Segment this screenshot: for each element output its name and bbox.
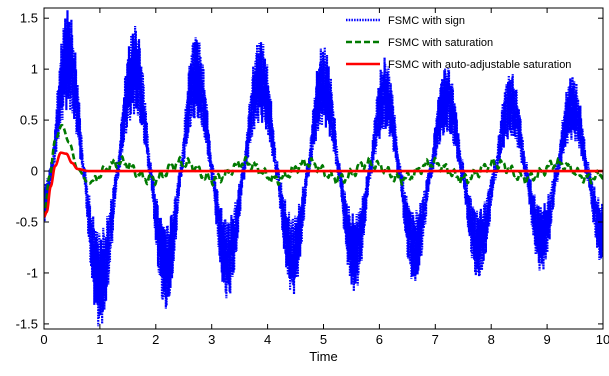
x-tick-label: 7 <box>432 332 439 347</box>
ticks-layer: 0 1 2 3 4 5 6 7 8 9 10 -1.5 -1 -0.5 0 0.5 1 1.5 <box>16 8 609 347</box>
x-tick-label: 0 <box>40 332 47 347</box>
series-line-fsmc-sign <box>44 10 603 327</box>
x-tick-label: 3 <box>208 332 215 347</box>
x-tick-label: 1 <box>96 332 103 347</box>
x-tick-label: 10 <box>596 332 609 347</box>
legend-label: FSMC with auto-adjustable saturation <box>388 59 571 71</box>
x-tick-label: 9 <box>543 332 550 347</box>
x-tick-label: 5 <box>320 332 327 347</box>
x-axis-label: Time <box>309 349 337 364</box>
x-tick-label: 2 <box>152 332 159 347</box>
legend: FSMC with sign FSMC with saturation FSMC w… <box>346 15 571 71</box>
y-tick-label: 1 <box>31 62 38 77</box>
legend-label: FSMC with saturation <box>388 37 493 49</box>
series-line-fsmc-auto-adjustable <box>44 151 603 218</box>
x-tick-label: 8 <box>488 332 495 347</box>
legend-label: FSMC with sign <box>388 15 465 27</box>
x-tick-label: 4 <box>264 332 271 347</box>
series-layer <box>44 10 603 327</box>
y-tick-label: 1.5 <box>20 11 38 26</box>
y-tick-label: -0.5 <box>16 215 38 230</box>
y-tick-label: -1 <box>26 265 38 280</box>
y-tick-label: 0.5 <box>20 113 38 128</box>
y-tick-label: -1.5 <box>16 316 38 331</box>
x-tick-label: 6 <box>376 332 383 347</box>
y-tick-label: 0 <box>31 164 38 179</box>
